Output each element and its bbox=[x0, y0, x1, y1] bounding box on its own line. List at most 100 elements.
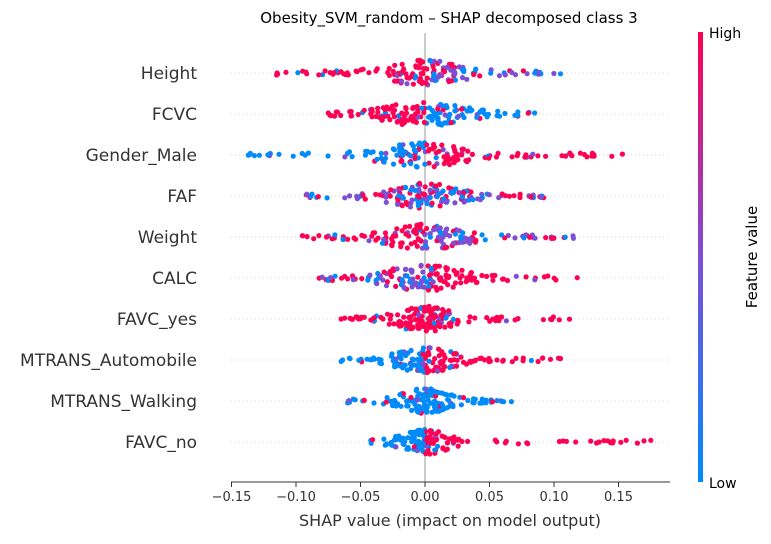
shap-dot bbox=[420, 396, 426, 403]
shap-dot bbox=[394, 266, 400, 272]
shap-dot bbox=[275, 71, 281, 77]
shap-dot bbox=[426, 105, 433, 111]
shap-dot bbox=[432, 112, 438, 118]
shap-dot bbox=[433, 313, 439, 319]
shap-dot bbox=[452, 71, 458, 77]
shap-dot bbox=[413, 280, 419, 286]
shap-dot bbox=[403, 106, 409, 112]
shap-dot bbox=[389, 442, 395, 448]
shap-dot bbox=[355, 111, 361, 118]
shap-dot bbox=[454, 437, 460, 443]
shap-dot bbox=[468, 277, 475, 283]
shap-dot bbox=[420, 191, 426, 197]
shap-dot bbox=[457, 394, 463, 400]
shap-dot bbox=[504, 277, 511, 284]
shap-dot bbox=[359, 276, 365, 282]
shap-dot bbox=[434, 305, 440, 311]
shap-dot bbox=[356, 357, 362, 363]
shap-dot bbox=[390, 161, 397, 167]
shap-dot bbox=[471, 230, 477, 236]
shap-dot bbox=[390, 146, 396, 152]
shap-dot bbox=[521, 235, 527, 241]
shap-dot bbox=[426, 368, 432, 374]
shap-dot bbox=[290, 153, 296, 159]
shap-dot bbox=[448, 67, 454, 73]
shap-dot bbox=[515, 112, 521, 118]
shap-dot bbox=[367, 272, 373, 278]
shap-dot bbox=[484, 114, 490, 120]
shap-dot bbox=[451, 357, 457, 363]
feature-label: Gender_Male bbox=[86, 146, 197, 166]
shap-dot bbox=[436, 322, 442, 328]
shap-dot bbox=[426, 389, 432, 395]
shap-dot bbox=[398, 320, 404, 326]
shap-dot bbox=[446, 403, 453, 409]
shap-dot bbox=[509, 69, 515, 76]
shap-dot bbox=[435, 74, 441, 80]
shap-dot bbox=[517, 191, 523, 197]
shap-dot bbox=[396, 350, 402, 356]
shap-dot bbox=[496, 318, 502, 324]
shap-dot bbox=[346, 149, 353, 155]
shap-dot bbox=[513, 273, 519, 279]
shap-dot bbox=[393, 437, 399, 443]
shap-dot bbox=[444, 392, 450, 398]
shap-dot bbox=[390, 266, 396, 272]
shap-dot bbox=[389, 351, 395, 357]
shap-dot bbox=[377, 114, 383, 121]
shap-dot bbox=[465, 397, 471, 404]
shap-dot bbox=[415, 325, 421, 331]
shap-dot bbox=[421, 100, 427, 106]
shap-dot bbox=[430, 279, 436, 285]
shap-dot bbox=[361, 314, 367, 320]
shap-dot bbox=[464, 275, 470, 281]
shap-dot bbox=[514, 153, 520, 159]
shap-dot bbox=[412, 187, 419, 194]
shap-dot bbox=[556, 317, 562, 323]
shap-dot bbox=[354, 69, 360, 75]
shap-dot bbox=[431, 320, 437, 326]
shap-dot bbox=[405, 444, 411, 451]
shap-dot bbox=[405, 117, 411, 123]
shap-dot bbox=[403, 231, 409, 237]
shap-dot bbox=[440, 445, 446, 452]
shap-dot bbox=[324, 195, 330, 201]
shap-dot bbox=[446, 185, 452, 191]
shap-dot bbox=[540, 317, 547, 323]
shap-dot bbox=[342, 154, 348, 160]
shap-dot bbox=[300, 68, 306, 74]
shap-dot bbox=[455, 157, 461, 163]
shap-dot bbox=[332, 232, 338, 238]
shap-dot bbox=[465, 148, 471, 154]
shap-dot bbox=[422, 404, 428, 410]
shap-dot bbox=[439, 433, 445, 439]
shap-dot bbox=[359, 232, 365, 238]
shap-dot bbox=[444, 105, 450, 111]
shap-dot bbox=[500, 276, 507, 282]
shap-dot bbox=[460, 395, 467, 401]
shap-dot bbox=[419, 245, 425, 251]
shap-dot bbox=[414, 243, 420, 249]
shap-dot bbox=[247, 150, 253, 156]
shap-dot bbox=[403, 353, 409, 359]
shap-dot bbox=[426, 358, 432, 364]
shap-dot bbox=[323, 234, 330, 240]
shap-dot bbox=[446, 308, 452, 314]
shap-dot bbox=[362, 152, 368, 158]
dots-layer bbox=[245, 57, 654, 457]
x-tick-label: −0.05 bbox=[341, 490, 381, 505]
feature-label: FCVC bbox=[152, 105, 197, 125]
shap-dot bbox=[569, 153, 575, 159]
shap-dot bbox=[409, 141, 415, 147]
feature-label: Height bbox=[141, 64, 198, 84]
shap-dot bbox=[388, 187, 394, 193]
shap-dot bbox=[623, 437, 629, 443]
shap-dot bbox=[401, 285, 408, 291]
shap-dot bbox=[381, 189, 387, 195]
shap-dot bbox=[503, 318, 509, 324]
shap-dot bbox=[394, 226, 400, 232]
shap-dot bbox=[610, 440, 616, 446]
shap-dot bbox=[398, 403, 404, 409]
shap-dot bbox=[311, 236, 317, 242]
shap-dot bbox=[474, 114, 480, 120]
